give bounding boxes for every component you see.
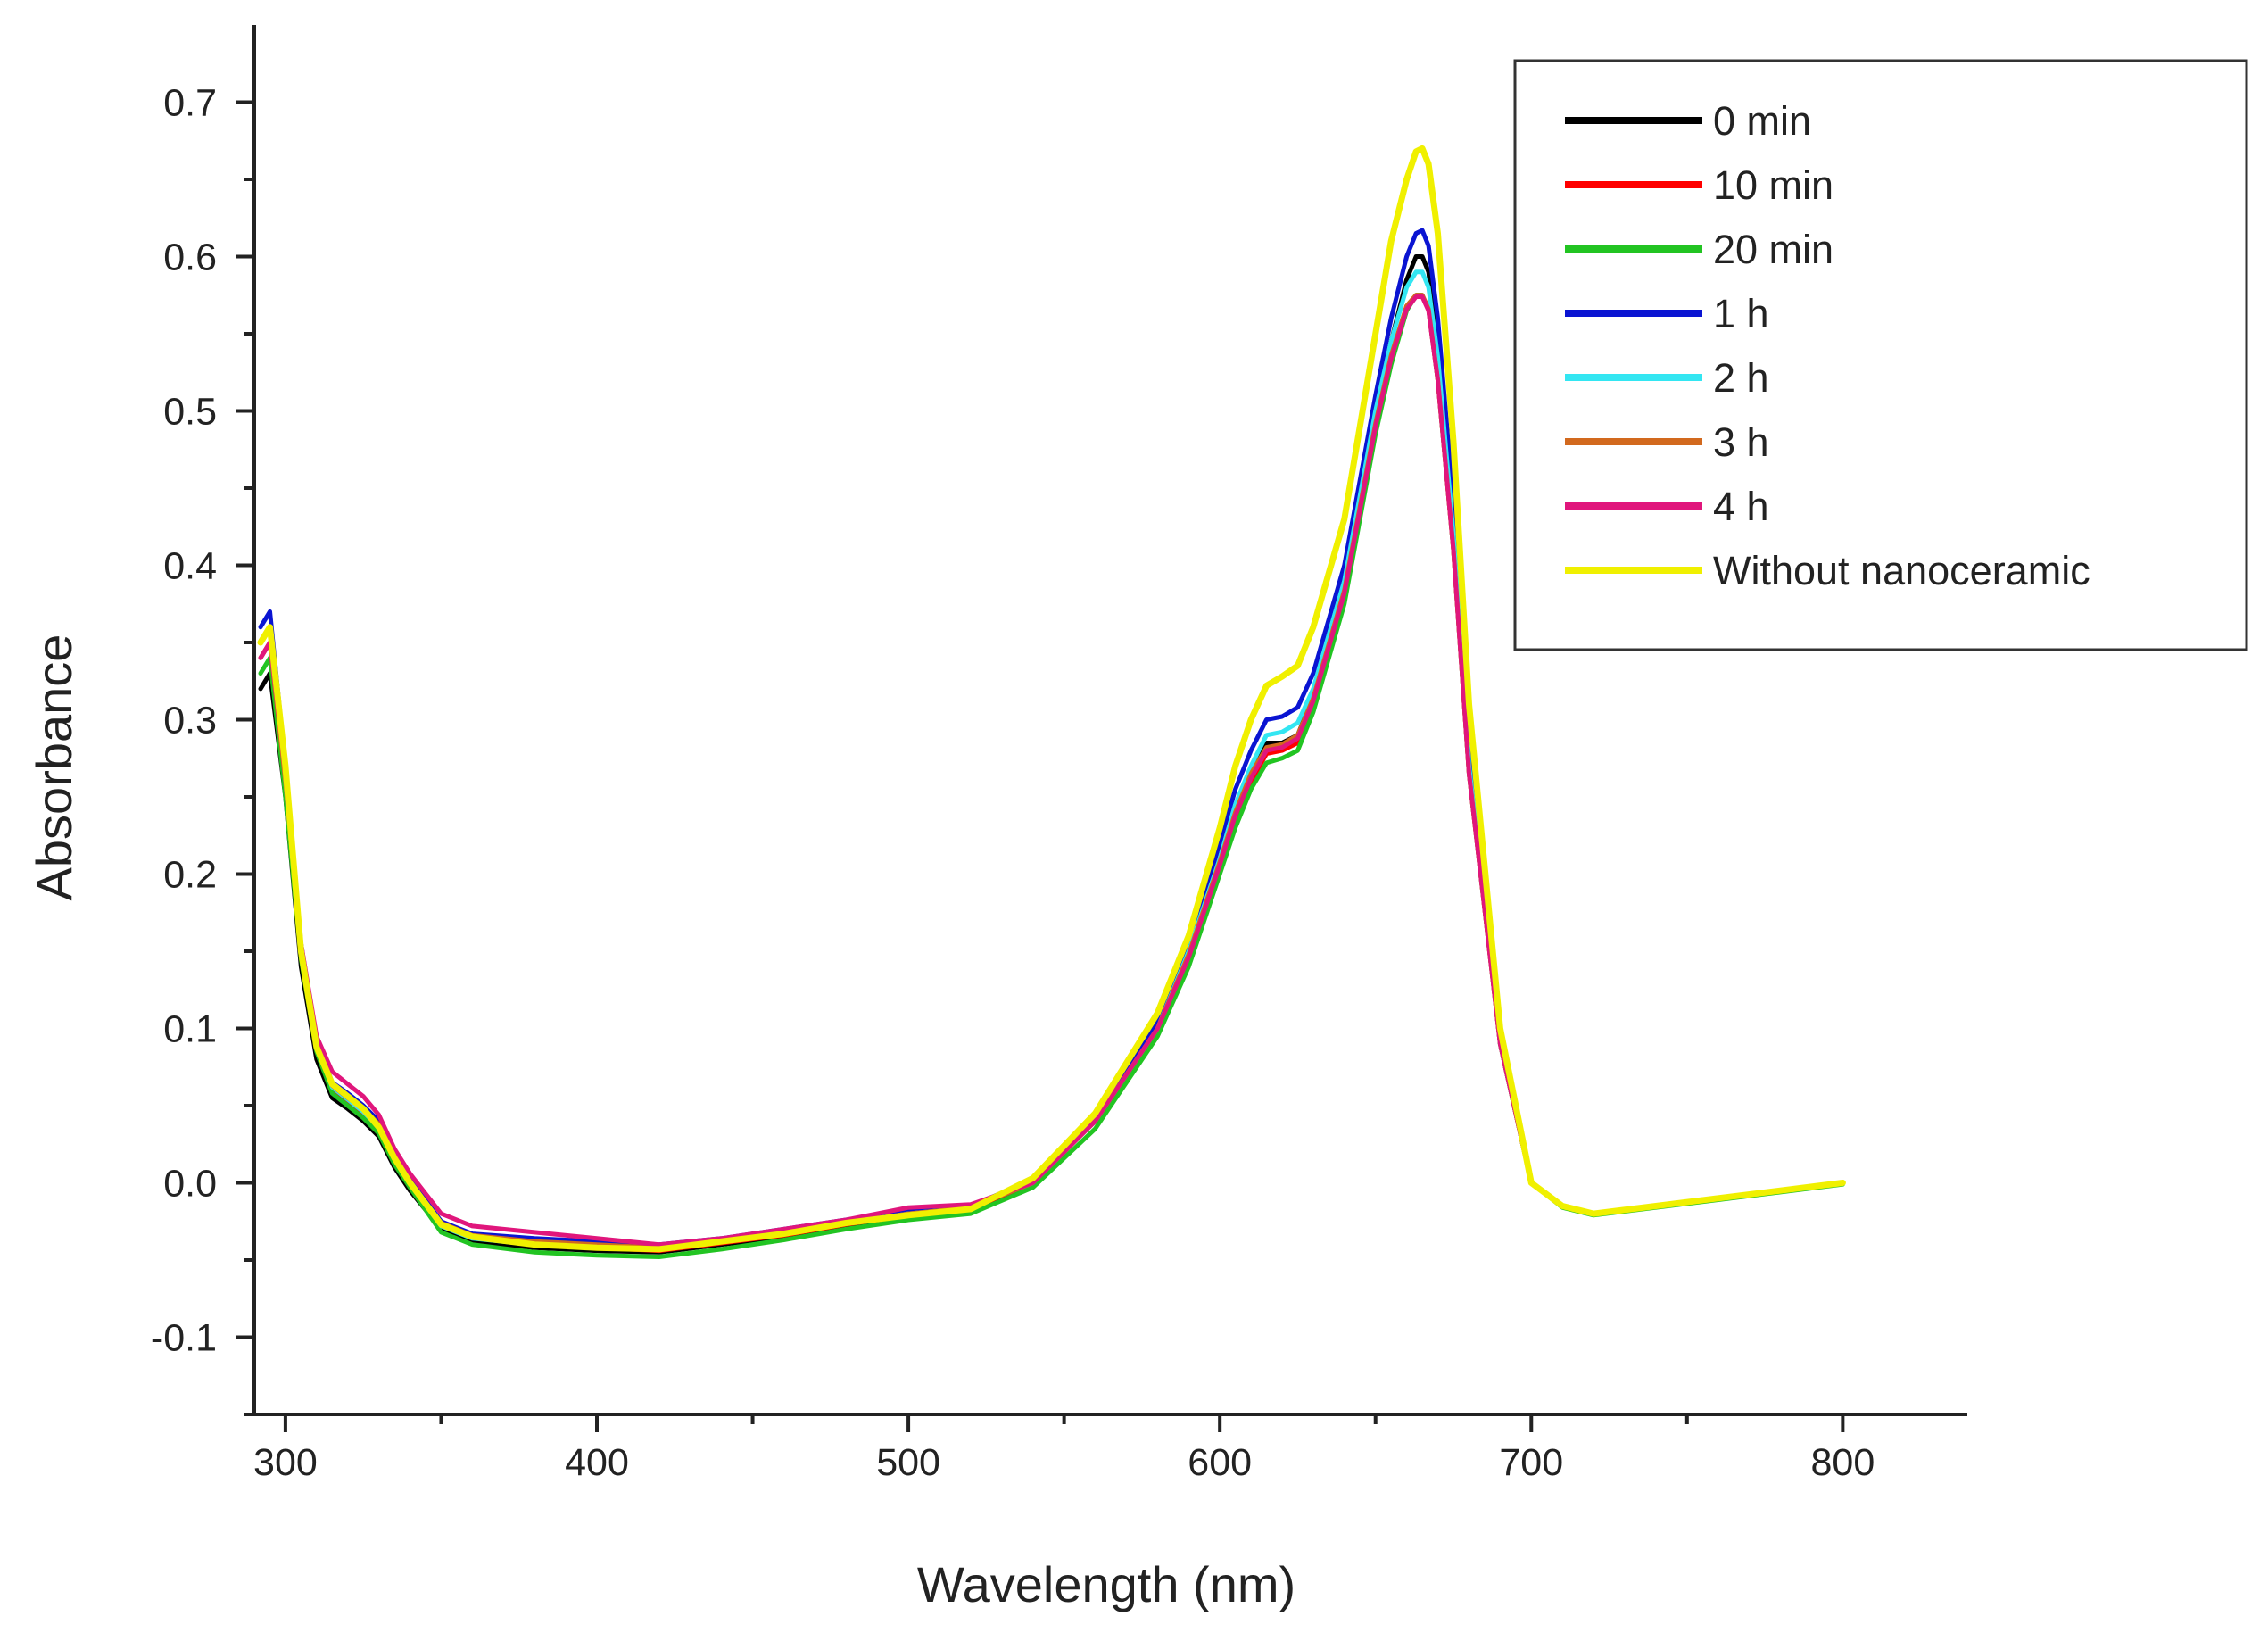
x-tick-label: 500 [876,1441,940,1484]
legend-label-10-min: 10 min [1713,162,1833,208]
y-tick-label: 0.0 [163,1163,217,1206]
x-tick-label: 400 [565,1441,629,1484]
legend-label-4-h: 4 h [1713,484,1769,529]
legend-label-1-h: 1 h [1713,291,1769,336]
legend-label-3-h: 3 h [1713,419,1769,465]
series-line-without-nanoceramic [257,145,1846,1253]
x-tick-label: 300 [253,1441,318,1484]
legend-label-0-min: 0 min [1713,98,1811,144]
legend-label-2-h: 2 h [1713,355,1769,401]
y-tick-label: 0.3 [163,700,217,742]
legend-label-without-nanoceramic: Without nanoceramic [1713,548,2090,593]
y-tick-label: 0.7 [163,82,217,125]
y-tick-label: 0.6 [163,236,217,279]
x-axis-title: Wavelength (nm) [917,1556,1295,1612]
legend-label-20-min: 20 min [1713,227,1833,272]
legend: 0 min 10 min 20 min 1 h 2 h 3 h 4 h Without nan… [1513,59,2248,651]
y-tick-label: 0.2 [163,854,217,897]
y-tick-label: 0.5 [163,391,217,434]
legend-box [1513,59,2248,651]
y-axis-title: Absorbance [26,634,82,901]
plot-axes: 300 400 500 600 700 800 -0.1 0.0 0.1 0.2 0.3 0.4 0.5… [151,25,1967,1484]
y-tick-label: 0.4 [163,545,217,588]
x-tick-label: 600 [1188,1441,1252,1484]
y-tick-label: 0.1 [163,1008,217,1051]
series-line-4-h [258,294,1845,1248]
y-tick-label: -0.1 [151,1317,217,1360]
x-tick-label: 800 [1810,1441,1875,1484]
plot-series [257,145,1846,1259]
x-tick-label: 700 [1499,1441,1563,1484]
